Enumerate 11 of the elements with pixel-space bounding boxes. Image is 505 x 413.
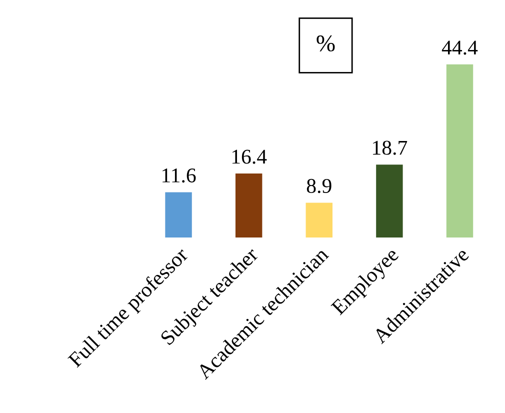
data-label: 16.4	[232, 150, 267, 164]
bar	[165, 192, 192, 238]
data-label: 18.7	[373, 140, 408, 155]
bar	[446, 64, 474, 238]
bar	[306, 202, 332, 238]
bar	[376, 164, 403, 238]
data-label: 11.6	[162, 168, 196, 183]
chart-title: %	[316, 35, 335, 52]
bar	[235, 174, 262, 238]
data-label: 8.9	[306, 178, 332, 194]
data-label: 44.4	[442, 40, 478, 55]
